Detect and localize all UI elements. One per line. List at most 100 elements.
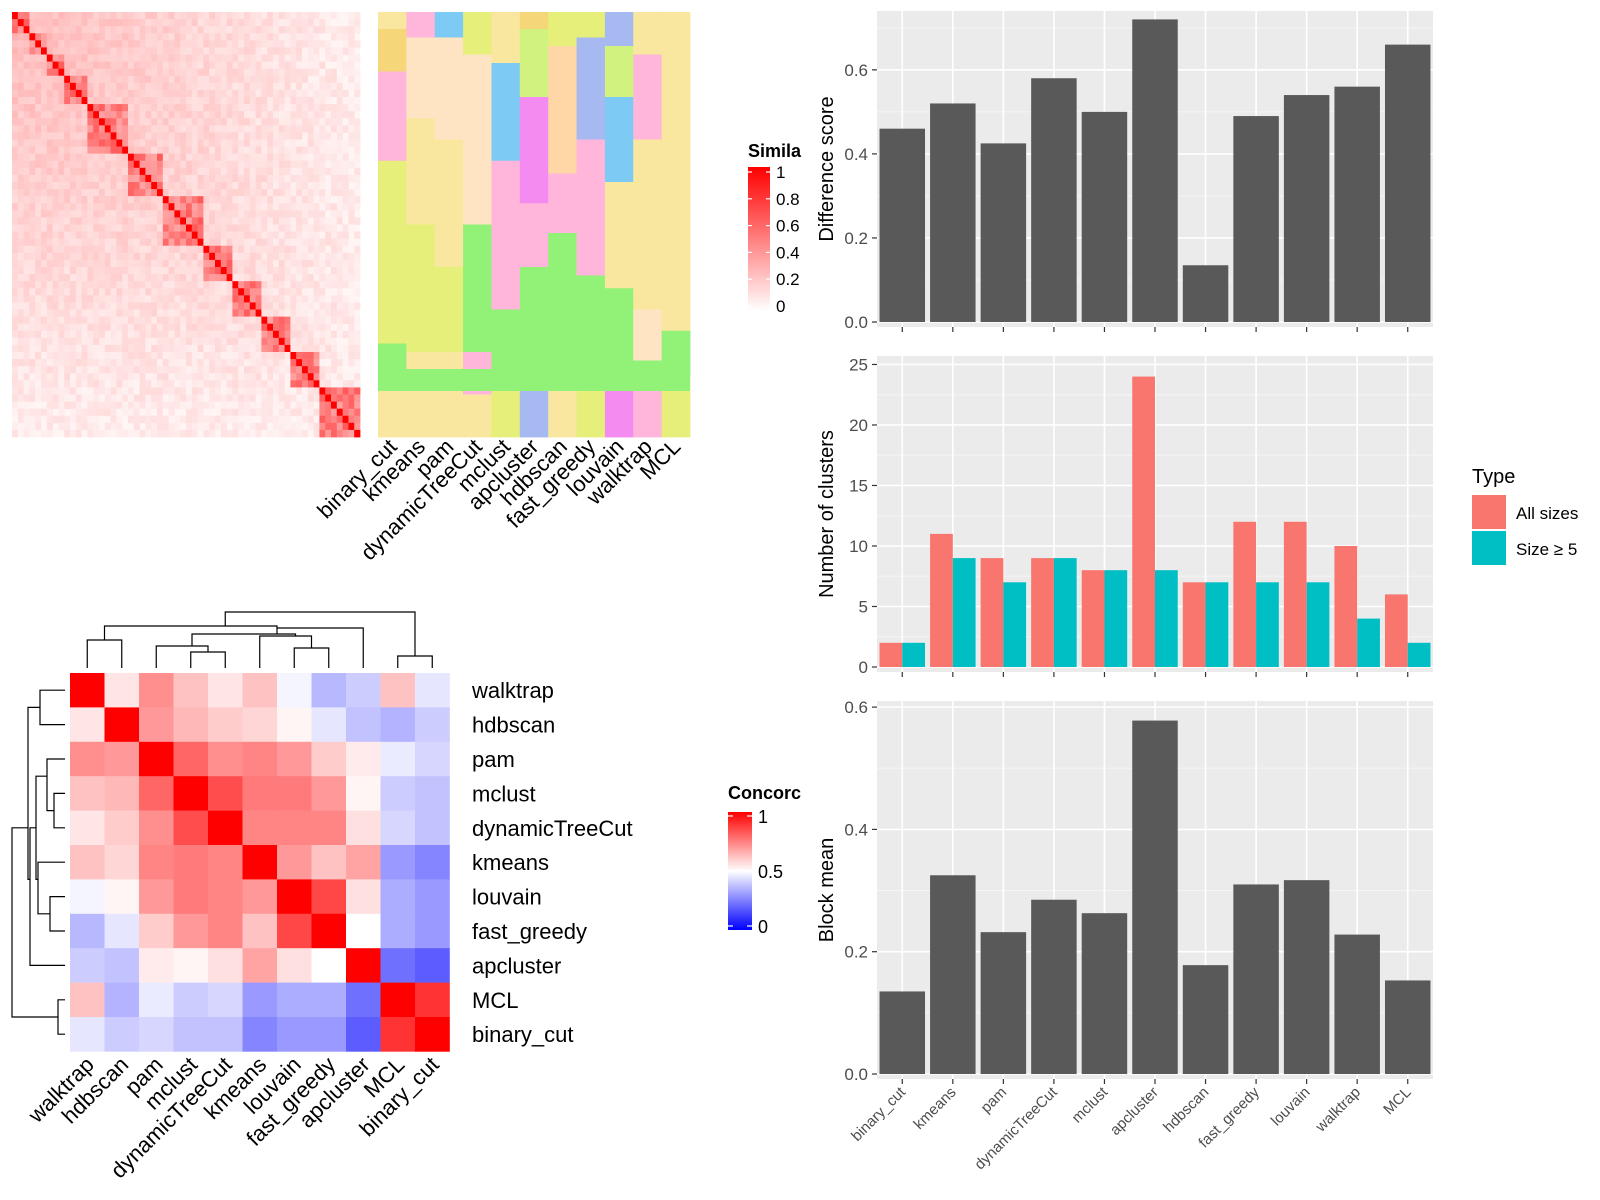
similarity-cell [122,323,129,332]
similarity-cell [278,309,285,317]
similarity-cell [46,344,53,353]
similarity-cell [75,153,82,162]
similarity-cell [46,316,53,325]
similarity-cell [197,224,204,232]
similarity-cell [354,153,361,162]
similarity-cell [145,387,152,395]
similarity-cell [104,359,111,367]
similarity-cell [58,182,65,190]
similarity-cell [41,210,48,218]
similarity-cell [87,267,94,275]
similarity-cell [17,61,24,70]
similarity-cell [232,309,239,317]
similarity-cell [35,295,42,303]
similarity-cell [35,33,42,41]
similarity-cell [273,203,280,211]
concordance-cell [173,1017,209,1052]
similarity-cell [23,316,30,325]
similarity-cell [93,281,100,289]
similarity-cell [75,337,82,346]
similarity-cell [290,422,297,431]
concordance-cell [242,776,278,811]
similarity-cell [249,146,256,155]
similarity-cell [203,422,210,431]
similarity-cell [197,153,204,162]
similarity-cell [162,217,169,225]
similarity-cell [174,267,181,275]
similarity-cell [104,139,111,147]
similarity-cell [128,82,135,91]
similarity-cell [215,118,222,126]
similarity-cell [238,125,245,133]
similarity-cell [151,97,158,105]
annotation-cell [406,352,436,438]
similarity-cell [174,139,181,147]
similarity-cell [116,274,123,282]
bar [1031,78,1077,323]
annotation-cell [378,12,407,30]
similarity-cell [273,12,280,20]
similarity-cell [128,153,135,162]
similarity-cell [290,189,297,197]
similarity-cell [81,196,88,204]
concordance-row-label: louvain [472,885,542,910]
similarity-cell [87,359,94,367]
similarity-cell [342,40,349,48]
similarity-cell [110,182,117,190]
similarity-cell [249,429,256,438]
similarity-cell [284,380,291,388]
similarity-cell [336,203,343,211]
similarity-cell [203,366,210,374]
similarity-cell [99,415,106,424]
concordance-cell [277,879,312,915]
similarity-cell [302,210,309,218]
similarity-cell [174,89,181,98]
similarity-cell [244,97,251,105]
annotation-cell [633,54,663,140]
similarity-cell [93,422,100,431]
similarity-cell [151,281,158,289]
similarity-cell [215,366,222,374]
similarity-cell [226,352,233,360]
similarity-cell [145,359,152,367]
similarity-cell [197,210,204,218]
similarity-cell [220,40,227,48]
similarity-cell [348,132,355,140]
similarity-cell [226,26,233,34]
similarity-cell [186,238,193,247]
similarity-cell [93,139,100,147]
similarity-cell [110,394,117,402]
similarity-cell [197,408,204,417]
similarity-cell [110,224,117,232]
similarity-cell [267,167,274,176]
similarity-cell [249,373,256,381]
annotation-cell [491,63,521,162]
similarity-cell [157,373,164,381]
similarity-cell [46,111,53,119]
similarity-cell [46,97,53,105]
similarity-cell [267,217,274,225]
similarity-cell [35,68,42,77]
similarity-cell [133,224,140,232]
similarity-cell [99,210,106,218]
similarity-cell [226,89,233,98]
similarity-cell [203,330,210,339]
similarity-cell [296,245,303,254]
similarity-cell [104,217,111,225]
similarity-cell [133,89,140,98]
similarity-cell [267,281,274,289]
similarity-cell [87,316,94,325]
similarity-cell [70,274,77,282]
similarity-cell [174,387,181,395]
similarity-cell [249,366,256,374]
similarity-cell [284,281,291,289]
similarity-cell [52,167,59,176]
similarity-cell [81,295,88,303]
similarity-cell [93,259,100,268]
similarity-cell [220,160,227,169]
similarity-cell [81,394,88,402]
similarity-cell [128,359,135,367]
similarity-cell [93,210,100,218]
similarity-cell [203,259,210,268]
similarity-cell [307,111,314,119]
